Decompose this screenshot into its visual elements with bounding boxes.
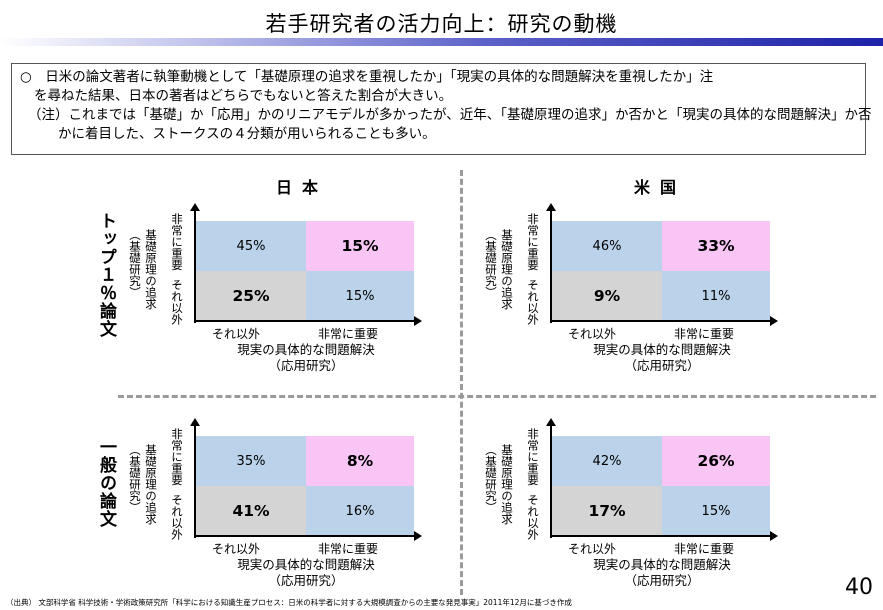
y-tick-high: 非常に重要 [526,428,540,486]
cell-applied-only: 15% [306,271,414,321]
x-tick-high: 非常に重要 [318,542,379,556]
cell-both: 33% [662,221,770,271]
x-axis-line [550,535,772,537]
x-axis-sub-label: （応用研究） [268,573,344,588]
y-axis-main-label: 基礎原理の追求 [500,229,514,310]
y-tick-high: 非常に重要 [526,213,540,271]
x-tick-high: 非常に重要 [674,542,735,556]
y-axis-arrow-icon [190,203,200,211]
quadrant-chart-top-japan: （基礎研究） 基礎原理の追求 非常に重要 それ以外 45% 15% 25% 15… [128,203,542,373]
page-number: 40 [845,575,873,600]
source-footnote: （出典） 文部科学省 科学技術・学術政策研究所「科学における知識生産プロセス：日… [6,598,572,607]
y-axis-line [194,424,196,538]
y-axis-main-label: 基礎原理の追求 [500,444,514,525]
cell-applied-only: 15% [662,486,770,536]
page-title: 若手研究者の活力向上：研究の動機 [265,12,618,36]
x-tick-low: それ以外 [568,327,617,341]
y-axis-line [550,209,552,323]
cell-applied-only: 16% [306,486,414,536]
x-axis-sub-label: （応用研究） [268,358,344,373]
row-header-top: トップ１％論文 [96,212,116,338]
x-axis-sub-label: （応用研究） [624,358,700,373]
y-axis-sub-label: （基礎研究） [128,229,142,298]
cell-basic-only: 42% [552,436,662,486]
cell-neither: 25% [196,271,306,321]
x-axis-arrow-icon [770,316,778,326]
quadrant-chart-general-us: （基礎研究） 基礎原理の追求 非常に重要 それ以外 42% 26% 17% 15… [484,418,883,588]
x-tick-high: 非常に重要 [318,327,379,341]
x-axis-arrow-icon [414,316,422,326]
vertical-divider [460,170,463,595]
note-line-4: かに着目した、ストークスの４分類が用いられることも多い。 [58,126,436,142]
note-line-1: ○ 日米の論文著者に執筆動機として「基礎原理の追求を重視したか」「現実の具体的な… [20,69,714,85]
cell-neither: 17% [552,486,662,536]
y-axis-sub-label: （基礎研究） [484,444,498,513]
x-axis-line [194,535,416,537]
y-axis-arrow-icon [546,418,556,426]
x-axis-line [194,320,416,322]
title-underline-bar [0,38,883,46]
cell-basic-only: 46% [552,221,662,271]
x-axis-main-label: 現実の具体的な問題解決 [593,342,731,357]
column-header-us: 米国 [634,178,687,197]
quadrant-chart-general-japan: （基礎研究） 基礎原理の追求 非常に重要 それ以外 35% 8% 41% 16%… [128,418,542,588]
note-line-2: を尋ねた結果、日本の著者はどちらでもないと答えた割合が大きい。 [34,88,453,104]
x-axis-arrow-icon [770,531,778,541]
x-axis-arrow-icon [414,531,422,541]
summary-note-box: ○ 日米の論文著者に執筆動機として「基礎原理の追求を重視したか」「現実の具体的な… [11,63,872,155]
x-axis-main-label: 現実の具体的な問題解決 [237,557,375,572]
cell-neither: 9% [552,271,662,321]
y-tick-high: 非常に重要 [170,428,184,486]
cell-basic-only: 35% [196,436,306,486]
y-axis-line [194,209,196,323]
x-axis-line [550,320,772,322]
horizontal-divider [118,395,876,398]
quadrant-grid: 35% 8% 41% 16% [196,436,414,536]
cell-basic-only: 45% [196,221,306,271]
y-axis-arrow-icon [546,203,556,211]
cell-both: 15% [306,221,414,271]
cell-applied-only: 11% [662,271,770,321]
quadrant-grid: 45% 15% 25% 15% [196,221,414,321]
cell-neither: 41% [196,486,306,536]
y-tick-high: 非常に重要 [170,213,184,271]
x-tick-low: それ以外 [212,327,261,341]
x-axis-sub-label: （応用研究） [624,573,700,588]
cell-both: 26% [662,436,770,486]
y-tick-low: それ以外 [526,279,540,325]
x-tick-low: それ以外 [568,542,617,556]
y-axis-main-label: 基礎原理の追求 [144,444,158,525]
x-tick-high: 非常に重要 [674,327,735,341]
y-axis-line [550,424,552,538]
y-axis-sub-label: （基礎研究） [484,229,498,298]
x-axis-main-label: 現実の具体的な問題解決 [593,557,731,572]
y-tick-low: それ以外 [170,279,184,325]
y-axis-main-label: 基礎原理の追求 [144,229,158,310]
row-header-general: 一般の論文 [96,438,116,528]
note-line-3: （注）これまでは「基礎」か「応用」かのリニアモデルが多かったが、近年、「基礎原理… [28,107,872,123]
y-axis-sub-label: （基礎研究） [128,444,142,513]
quadrant-grid: 46% 33% 9% 11% [552,221,770,321]
x-tick-low: それ以外 [212,542,261,556]
y-axis-arrow-icon [190,418,200,426]
cell-both: 8% [306,436,414,486]
quadrant-grid: 42% 26% 17% 15% [552,436,770,536]
quadrant-chart-top-us: （基礎研究） 基礎原理の追求 非常に重要 それ以外 46% 33% 9% 11%… [484,203,883,373]
y-tick-low: それ以外 [526,494,540,540]
x-axis-main-label: 現実の具体的な問題解決 [237,342,375,357]
y-tick-low: それ以外 [170,494,184,540]
column-header-japan: 日本 [276,178,329,197]
